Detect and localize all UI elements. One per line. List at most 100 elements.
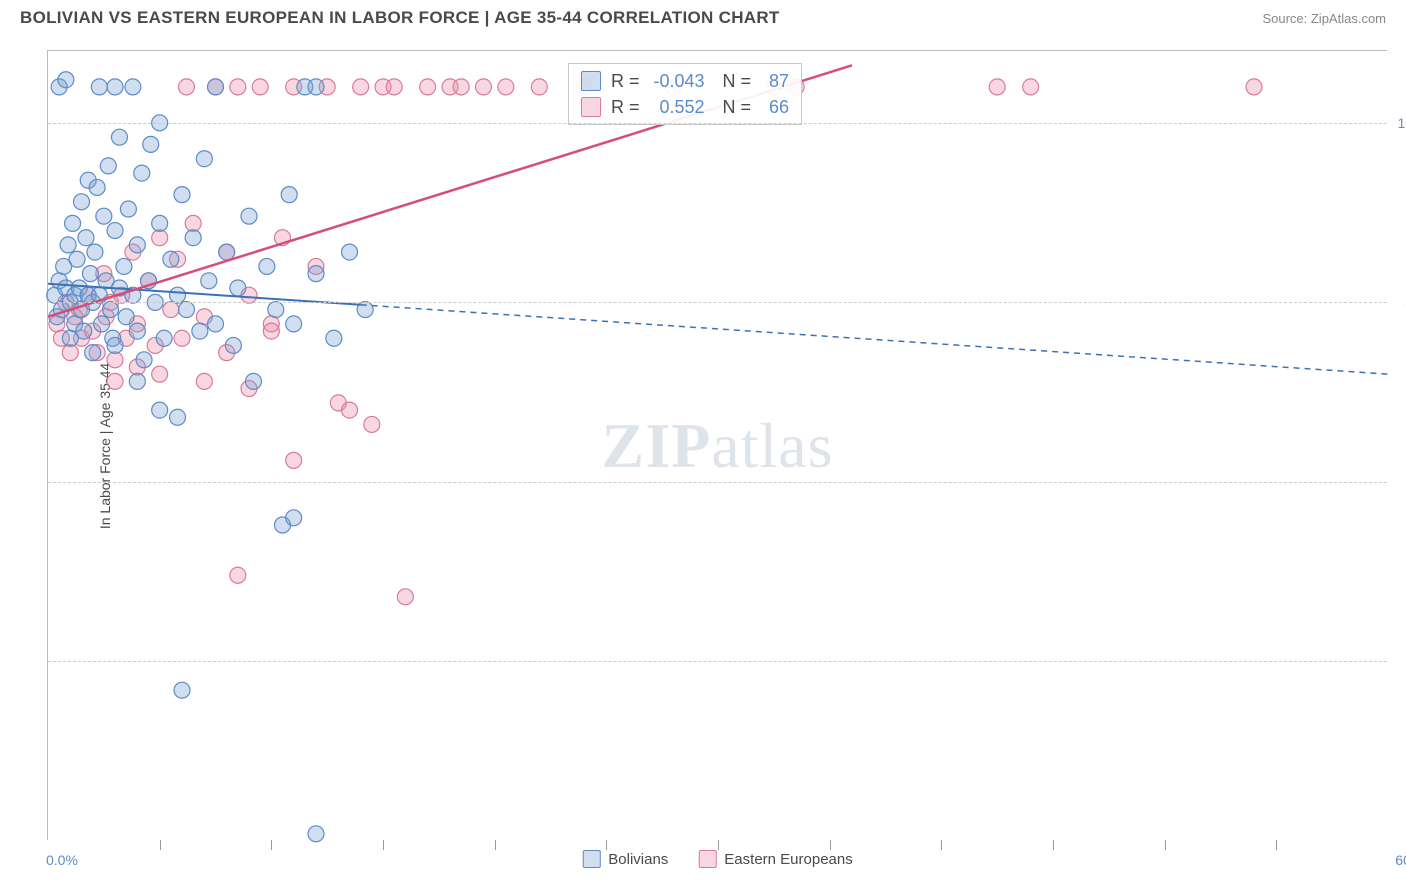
point-easternEuropeans: [397, 589, 413, 605]
point-easternEuropeans: [107, 352, 123, 368]
point-bolivians: [69, 251, 85, 267]
point-bolivians: [163, 251, 179, 267]
x-tick: [941, 840, 942, 850]
point-easternEuropeans: [420, 79, 436, 95]
y-tick-label: 100.0%: [1398, 115, 1406, 131]
point-bolivians: [286, 316, 302, 332]
point-easternEuropeans: [386, 79, 402, 95]
point-bolivians: [111, 129, 127, 145]
point-easternEuropeans: [230, 79, 246, 95]
stats-r-label: R =: [611, 68, 640, 94]
point-bolivians: [82, 266, 98, 282]
point-easternEuropeans: [252, 79, 268, 95]
point-bolivians: [326, 330, 342, 346]
point-bolivians: [91, 79, 107, 95]
stats-n-label: N =: [723, 94, 752, 120]
swatch-icon: [582, 850, 600, 868]
scatter-plot-svg: [48, 51, 1387, 840]
point-bolivians: [308, 266, 324, 282]
stats-box: R = -0.043 N = 87 R = 0.552 N = 66: [568, 63, 802, 125]
x-tick: [606, 840, 607, 850]
point-easternEuropeans: [1246, 79, 1262, 95]
x-tick: [383, 840, 384, 850]
point-bolivians: [85, 345, 101, 361]
legend-label: Eastern Europeans: [724, 851, 852, 868]
point-easternEuropeans: [185, 215, 201, 231]
x-tick: [1165, 840, 1166, 850]
source-label: Source: ZipAtlas.com: [1262, 11, 1386, 26]
point-easternEuropeans: [342, 402, 358, 418]
point-bolivians: [170, 409, 186, 425]
point-bolivians: [286, 510, 302, 526]
legend-item-bolivians: Bolivians: [582, 850, 668, 868]
point-easternEuropeans: [152, 366, 168, 382]
point-easternEuropeans: [163, 302, 179, 318]
point-bolivians: [103, 302, 119, 318]
point-easternEuropeans: [263, 323, 279, 339]
gridline-h: [48, 661, 1387, 662]
x-tick: [1276, 840, 1277, 850]
stats-n-label: N =: [723, 68, 752, 94]
point-easternEuropeans: [531, 79, 547, 95]
stats-r-value: -0.043: [650, 68, 705, 94]
stats-r-value: 0.552: [650, 94, 705, 120]
legend-label: Bolivians: [608, 851, 668, 868]
point-bolivians: [107, 223, 123, 239]
point-easternEuropeans: [453, 79, 469, 95]
point-easternEuropeans: [476, 79, 492, 95]
point-bolivians: [196, 151, 212, 167]
x-tick: [160, 840, 161, 850]
point-bolivians: [125, 79, 141, 95]
point-bolivians: [107, 79, 123, 95]
point-bolivians: [143, 136, 159, 152]
point-bolivians: [96, 208, 112, 224]
point-bolivians: [208, 79, 224, 95]
point-bolivians: [76, 323, 92, 339]
point-bolivians: [259, 258, 275, 274]
legend-item-easternEuropeans: Eastern Europeans: [698, 850, 852, 868]
point-bolivians: [245, 373, 261, 389]
point-bolivians: [201, 273, 217, 289]
point-bolivians: [174, 682, 190, 698]
point-bolivians: [185, 230, 201, 246]
swatch-icon: [581, 71, 601, 91]
x-tick: [830, 840, 831, 850]
point-easternEuropeans: [989, 79, 1005, 95]
x-tick: [495, 840, 496, 850]
point-bolivians: [178, 302, 194, 318]
chart-area: In Labor Force | Age 35-44 ZIPatlas R = …: [47, 50, 1387, 840]
point-bolivians: [219, 244, 235, 260]
chart-title: BOLIVIAN VS EASTERN EUROPEAN IN LABOR FO…: [20, 8, 780, 28]
trendline-bolivians-dashed: [361, 305, 1388, 374]
point-easternEuropeans: [152, 230, 168, 246]
point-bolivians: [74, 194, 90, 210]
point-easternEuropeans: [230, 567, 246, 583]
point-bolivians: [308, 826, 324, 842]
point-bolivians: [136, 352, 152, 368]
x-tick: [1053, 840, 1054, 850]
stats-row-easternEuropeans: R = 0.552 N = 66: [581, 94, 789, 120]
point-easternEuropeans: [178, 79, 194, 95]
point-bolivians: [241, 208, 257, 224]
stats-row-bolivians: R = -0.043 N = 87: [581, 68, 789, 94]
point-bolivians: [174, 187, 190, 203]
point-easternEuropeans: [353, 79, 369, 95]
point-easternEuropeans: [364, 416, 380, 432]
point-bolivians: [170, 287, 186, 303]
point-bolivians: [152, 402, 168, 418]
legend: Bolivians Eastern Europeans: [582, 850, 852, 868]
x-tick: [718, 840, 719, 850]
point-bolivians: [118, 309, 134, 325]
point-bolivians: [60, 237, 76, 253]
swatch-icon: [581, 97, 601, 117]
point-bolivians: [156, 330, 172, 346]
point-bolivians: [225, 337, 241, 353]
point-bolivians: [129, 373, 145, 389]
point-bolivians: [78, 230, 94, 246]
point-easternEuropeans: [498, 79, 514, 95]
point-bolivians: [58, 72, 74, 88]
point-bolivians: [87, 244, 103, 260]
point-bolivians: [230, 280, 246, 296]
x-tick: [271, 840, 272, 850]
point-easternEuropeans: [286, 452, 302, 468]
